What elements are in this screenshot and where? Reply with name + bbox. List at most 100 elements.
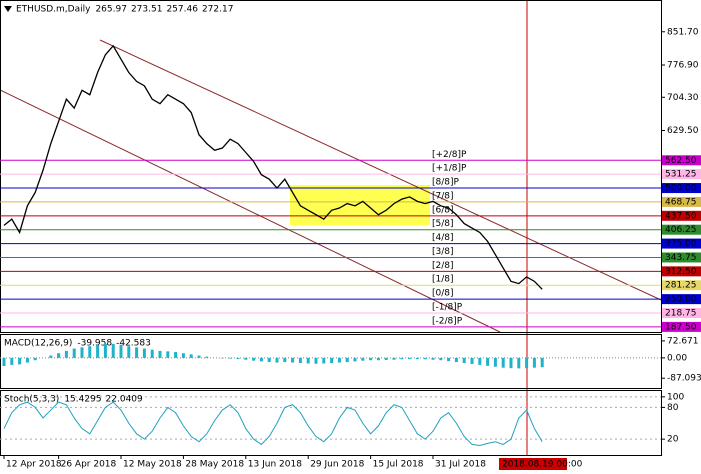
histogram-bar	[470, 357, 474, 364]
panel-title: Stoch(5,3,3)	[4, 395, 59, 405]
histogram-bar	[369, 357, 373, 361]
histogram-bar	[314, 357, 318, 364]
histogram-bar	[197, 355, 201, 358]
histogram-bar	[259, 357, 263, 362]
level-tag	[662, 280, 701, 291]
histogram-bar	[298, 357, 302, 364]
histogram-bar	[306, 357, 310, 364]
reading: -42.583	[116, 339, 151, 349]
level-tag	[662, 183, 701, 194]
histogram-bar	[275, 357, 279, 363]
histogram-bar	[33, 357, 37, 361]
series-line	[3, 44, 543, 290]
stoch-panel	[0, 390, 662, 456]
histogram-bar	[400, 357, 404, 360]
y-tick-label: 80	[667, 403, 679, 413]
panel-title: ETHUSD.m,Daily	[16, 5, 91, 15]
histogram-bar	[267, 357, 271, 363]
histogram-bar	[337, 357, 341, 363]
histogram-bar	[18, 357, 22, 365]
histogram-bar	[96, 345, 100, 358]
level-label: [6/8]	[432, 205, 454, 215]
histogram-bar	[244, 357, 248, 360]
y-tick-label: 851.70	[667, 27, 699, 37]
level-tag	[662, 196, 701, 207]
y-tick-label: 20	[667, 435, 679, 445]
histogram-bar	[431, 357, 435, 360]
crosshair-tag	[499, 458, 567, 470]
histogram-bar	[392, 357, 396, 360]
y-tick-label: 776.90	[667, 61, 699, 71]
level-label: [7/8]	[432, 191, 454, 201]
x-tick-label: 28 May 2018	[185, 460, 244, 470]
reading: 22.0409	[106, 395, 143, 405]
histogram-bar	[408, 357, 412, 360]
crosshair-label: 2018.08.19 00:00	[502, 460, 583, 470]
histogram-bar	[525, 357, 529, 369]
histogram-bar	[283, 357, 287, 363]
symbol-icon	[4, 6, 12, 12]
level-value: 468.75	[665, 197, 697, 207]
level-tag	[662, 224, 701, 235]
level-value: 562.50	[665, 156, 697, 166]
histogram-bar	[119, 345, 123, 358]
histogram-bar	[322, 357, 326, 364]
level-value: 343.75	[665, 253, 697, 263]
level-value: 312.50	[665, 267, 697, 277]
y-tick-label: 704.30	[667, 93, 699, 103]
level-value: 250.00	[665, 295, 697, 305]
y-tick-label: 0.00	[667, 353, 687, 363]
histogram-bar	[447, 357, 451, 362]
level-value: 187.50	[665, 322, 697, 332]
histogram-bar	[127, 346, 131, 358]
histogram-bar	[25, 357, 29, 363]
x-tick-label: 26 Apr 2018	[61, 460, 117, 470]
level-tag	[662, 169, 701, 180]
histogram-bar	[493, 357, 497, 367]
histogram-bar	[532, 357, 536, 368]
histogram-bar	[361, 357, 365, 361]
macd-panel	[0, 334, 662, 389]
level-value: 500.00	[665, 184, 697, 194]
x-tick-label: 31 Jul 2018	[435, 460, 486, 470]
level-tag	[662, 252, 701, 263]
histogram-bar	[111, 343, 115, 358]
level-tag	[662, 210, 701, 221]
level-label: [4/8]	[432, 233, 454, 243]
histogram-bar	[384, 357, 388, 360]
y-tick-label: 100	[667, 392, 684, 402]
histogram-bar	[189, 354, 193, 358]
histogram-bar	[2, 357, 6, 367]
histogram-bar	[49, 355, 53, 358]
histogram-bar	[166, 351, 170, 358]
histogram-bar	[142, 348, 146, 358]
channel-line	[99, 39, 662, 301]
y-tick-label: -87.093	[667, 374, 701, 384]
histogram-bar	[509, 357, 513, 369]
histogram-bar	[439, 357, 443, 361]
panel-title: MACD(12,26,9)	[4, 339, 72, 349]
level-label: [8/8]P	[432, 178, 460, 188]
level-value: 218.75	[665, 309, 697, 319]
histogram-bar	[330, 357, 334, 364]
level-tag	[662, 266, 701, 277]
x-tick-label: 12 Apr 2018	[6, 460, 62, 470]
range-box	[290, 185, 430, 225]
level-value: 531.25	[665, 170, 697, 180]
histogram-bar	[291, 357, 295, 363]
level-value: 281.25	[665, 281, 697, 291]
reading: 265.97	[95, 5, 127, 15]
histogram-bar	[540, 357, 544, 368]
level-label: [+2/8]P	[432, 150, 467, 160]
histogram-bar	[478, 357, 482, 365]
level-label: [0/8]	[432, 289, 454, 299]
level-tag	[662, 238, 701, 249]
histogram-bar	[72, 348, 76, 358]
histogram-bar	[423, 357, 427, 360]
histogram-bar	[57, 353, 61, 358]
histogram-bar	[486, 357, 490, 366]
level-value: 406.25	[665, 225, 697, 235]
histogram-bar	[252, 357, 256, 361]
histogram-bar	[103, 343, 107, 358]
histogram-bar	[205, 356, 209, 358]
